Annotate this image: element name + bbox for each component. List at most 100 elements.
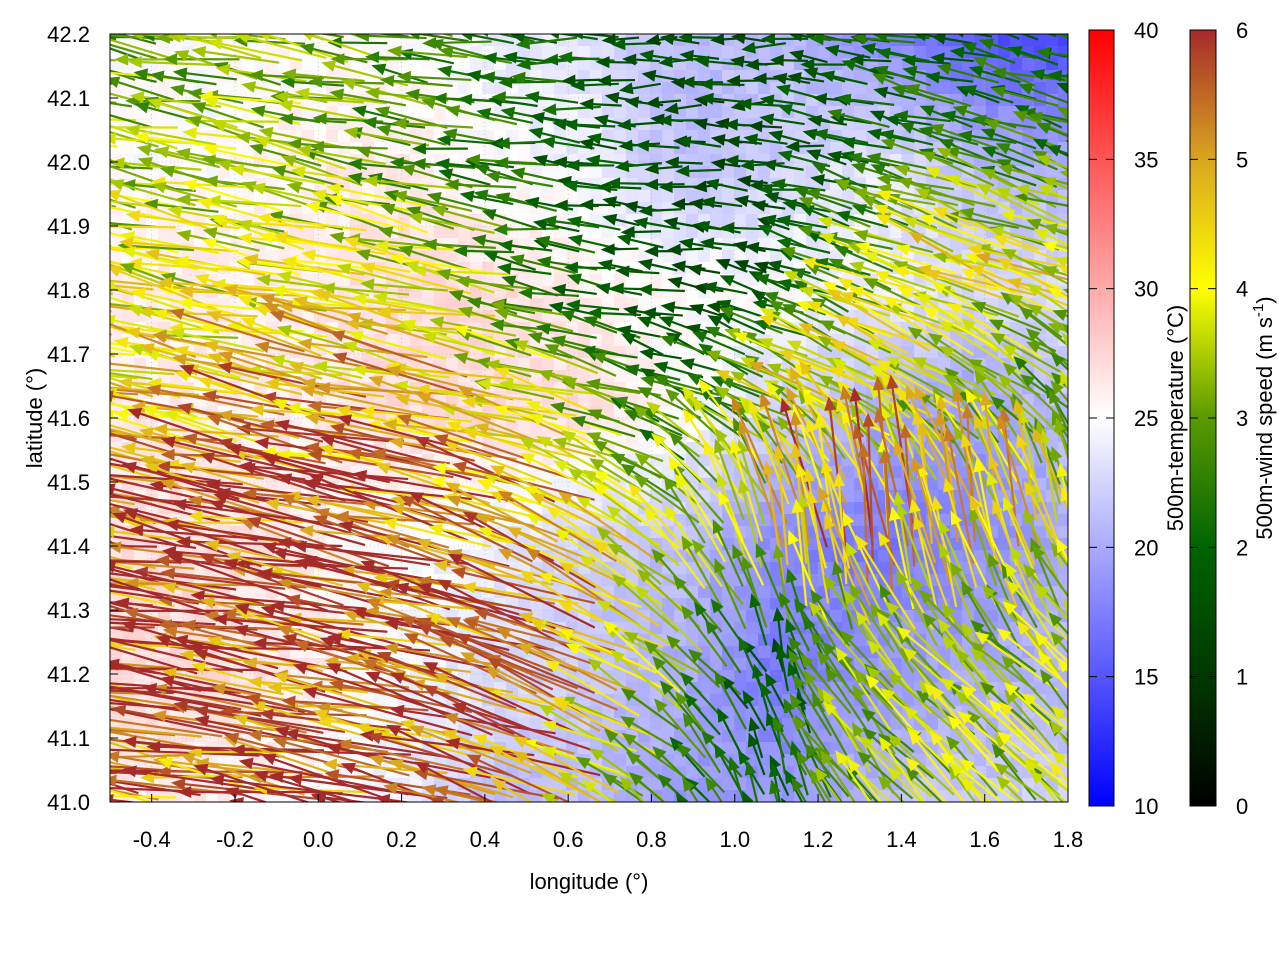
heatmap-cell	[746, 142, 759, 155]
heatmap-cell	[626, 190, 639, 203]
heatmap-cell	[758, 142, 771, 155]
heatmap-cell	[302, 58, 315, 71]
heatmap-cell	[734, 730, 747, 743]
heatmap-cell	[542, 298, 555, 311]
heatmap-cell	[602, 310, 615, 323]
heatmap-cell	[662, 610, 675, 623]
heatmap-cell	[914, 94, 927, 107]
heatmap-cell	[422, 226, 435, 239]
heatmap-cell	[578, 58, 591, 71]
heatmap-cell	[662, 226, 675, 239]
heatmap-cell	[218, 82, 231, 95]
heatmap-cell	[542, 358, 555, 371]
heatmap-cell	[542, 82, 555, 95]
heatmap-cell	[1034, 466, 1047, 479]
heatmap-cell	[770, 46, 783, 59]
heatmap-cell	[710, 214, 723, 227]
heatmap-cell	[1046, 202, 1059, 215]
heatmap-cell	[758, 250, 771, 263]
heatmap-cell	[602, 46, 615, 59]
heatmap-cell	[158, 226, 171, 239]
heatmap-cell	[710, 106, 723, 119]
heatmap-cell	[758, 166, 771, 179]
heatmap-cell	[1058, 130, 1068, 143]
heatmap-cell	[746, 214, 759, 227]
heatmap-cell	[686, 310, 699, 323]
heatmap-cell	[686, 190, 699, 203]
heatmap-cell	[1034, 58, 1047, 71]
heatmap-cell	[746, 682, 759, 695]
heatmap-cell	[1010, 94, 1023, 107]
heatmap-cell	[266, 46, 279, 59]
heatmap-cell	[386, 58, 399, 71]
heatmap-cell	[314, 778, 327, 791]
heatmap-cell	[134, 358, 147, 371]
heatmap-cell	[326, 250, 339, 263]
heatmap-cell	[1058, 118, 1068, 131]
heatmap-cell	[122, 106, 135, 119]
heatmap-cell	[686, 58, 699, 71]
heatmap-cell	[206, 166, 219, 179]
heatmap-cell	[890, 58, 903, 71]
heatmap-cell	[722, 106, 735, 119]
heatmap-cell	[950, 82, 963, 95]
heatmap-cell	[1046, 130, 1059, 143]
heatmap-cell	[530, 46, 543, 59]
heatmap-cell	[446, 538, 459, 551]
heatmap-cell	[662, 238, 675, 251]
heatmap-cell	[518, 226, 531, 239]
heatmap-cell	[290, 58, 303, 71]
heatmap-cell	[458, 58, 471, 71]
heatmap-cell	[770, 82, 783, 95]
heatmap-cell	[890, 478, 903, 491]
heatmap-cell	[650, 718, 663, 731]
heatmap-cell	[842, 82, 855, 95]
heatmap-cell	[914, 154, 927, 167]
heatmap-cell	[842, 190, 855, 203]
heatmap-cell	[722, 166, 735, 179]
heatmap-cell	[554, 82, 567, 95]
heatmap-cell	[422, 190, 435, 203]
heatmap-cell	[962, 142, 975, 155]
heatmap-cell	[194, 226, 207, 239]
heatmap-cell	[518, 190, 531, 203]
heatmap-cell	[242, 202, 255, 215]
heatmap-cell	[386, 394, 399, 407]
heatmap-cell	[230, 82, 243, 95]
heatmap-cell	[686, 286, 699, 299]
heatmap-cell	[410, 778, 423, 791]
heatmap-cell	[506, 166, 519, 179]
heatmap-cell	[686, 274, 699, 287]
heatmap-cell	[506, 94, 519, 107]
heatmap-cell	[218, 298, 231, 311]
heatmap-cell	[1010, 58, 1023, 71]
heatmap-cell	[914, 46, 927, 59]
heatmap-cell	[314, 58, 327, 71]
heatmap-cell	[542, 46, 555, 59]
heatmap-cell	[446, 298, 459, 311]
heatmap-cell	[698, 46, 711, 59]
heatmap-cell	[386, 142, 399, 155]
heatmap-cell	[1058, 34, 1068, 47]
heatmap-cell	[806, 82, 819, 95]
heatmap-cell	[494, 130, 507, 143]
heatmap-cell	[926, 46, 939, 59]
heatmap-cell	[194, 250, 207, 263]
heatmap-cell	[1058, 178, 1068, 191]
heatmap-cell	[686, 250, 699, 263]
heatmap-cell	[638, 682, 651, 695]
heatmap-cell	[242, 586, 255, 599]
heatmap-cell	[422, 46, 435, 59]
heatmap-cell	[854, 130, 867, 143]
heatmap-cell	[434, 106, 447, 119]
heatmap-cell	[746, 298, 759, 311]
heatmap-cell	[434, 274, 447, 287]
heatmap-cell	[518, 130, 531, 143]
heatmap-cell	[122, 670, 135, 683]
heatmap-cell	[854, 70, 867, 83]
heatmap-cell	[602, 226, 615, 239]
heatmap-cell	[410, 106, 423, 119]
heatmap-cell	[170, 730, 183, 743]
heatmap-cell	[674, 754, 687, 767]
heatmap-cell	[494, 46, 507, 59]
